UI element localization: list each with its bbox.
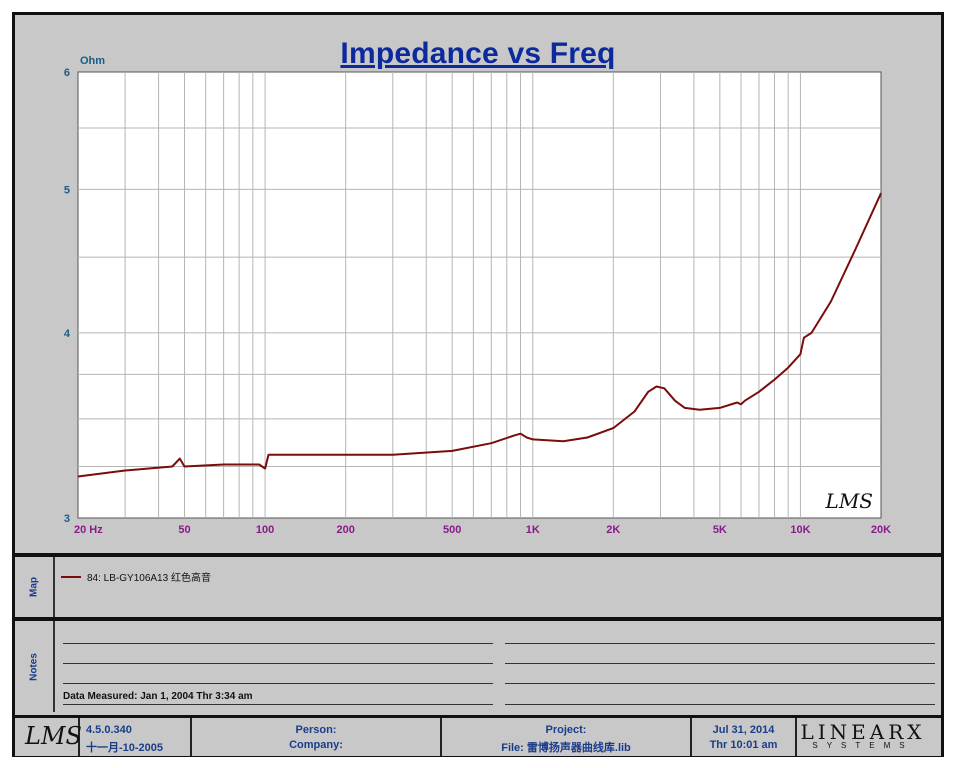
version-text: 4.5.0.340 [86,724,132,736]
note-line [63,643,493,644]
plot-background [77,71,882,519]
linearx-brand: LINEARX [800,720,926,744]
x-tick-label: 100 [256,524,274,536]
time-text: Thr 10:01 am [709,739,778,751]
note-line [505,663,935,664]
person-label: Person: [295,724,337,736]
note-line [505,643,935,644]
notes-side-label: Notes [15,621,55,712]
y-tick-label: 4 [64,328,71,340]
x-tick-label: 50 [178,524,190,536]
notes-label: Notes [28,652,40,681]
file-label: File: 雷博扬声器曲线库.lib [501,742,631,754]
note-line [63,704,493,705]
y-tick-label: 6 [64,67,70,79]
separator-notes [15,617,941,621]
footer-bar: LMS 4.5.0.340 十一月-10-2005 Person: Compan… [15,715,941,756]
x-tick-label: 5K [713,524,727,536]
footer-version-cell: 4.5.0.340 十一月-10-2005 [80,718,192,756]
map-label: Map [28,577,40,597]
y-axis-label: Ohm [80,55,105,67]
impedance-chart: 3 4 5 6 Ohm 20 Hz 50 100 200 500 1K 2K 5K 10K 20K LMS [64,55,891,536]
legend-swatch [61,575,81,578]
x-tick-label: 500 [443,524,461,536]
version-date-text: 十一月-10-2005 [86,742,164,754]
note-line [63,663,493,664]
separator-map [15,553,941,557]
footer-logo-cell: LMS [15,718,82,756]
x-tick-label: 2K [606,524,620,536]
legend-entry: 84: LB-GY106A13 红色高音 [61,569,211,584]
data-measured-text: Data Measured: Jan 1, 2004 Thr 3:34 am [63,691,253,702]
y-tick-label: 5 [64,184,70,196]
linearx-logo: LINEARX SYSTEMS [793,720,933,750]
note-line [505,704,935,705]
y-tick-label: 3 [64,513,70,525]
impedance-series-line [77,192,882,478]
chart-title: Impedance vs Freq [340,37,616,70]
footer-person-cell: Person: Company: [192,718,442,756]
linearx-sub: SYSTEMS [812,741,914,750]
note-line [505,683,935,684]
x-tick-label: 200 [336,524,354,536]
lms-watermark: LMS [825,489,873,513]
map-panel: Map 84: LB-GY106A13 红色高音 [15,557,941,617]
x-tick-label: 20 Hz [74,524,103,536]
lms-logo: LMS [25,722,82,750]
x-tick-label: 1K [526,524,540,536]
map-side-label: Map [15,557,55,617]
notes-panel: Notes Data Measured: Jan 1, 2004 Thr 3:3… [15,621,941,712]
company-label: Company: [289,739,343,751]
project-label: Project: [545,724,587,736]
legend-label: 84: LB-GY106A13 红色高音 [87,573,211,584]
chart-area: Impedance vs Freq 3 4 5 6 Ohm 20 Hz 50 100 200 50… [15,15,941,553]
note-line [63,683,493,684]
footer-date-cell: Jul 31, 2014 Thr 10:01 am [692,718,797,756]
x-tick-label: 10K [790,524,810,536]
date-text: Jul 31, 2014 [712,724,775,736]
footer-project-cell: Project: File: 雷博扬声器曲线库.lib [442,718,692,756]
x-tick-label: 20K [871,524,891,536]
